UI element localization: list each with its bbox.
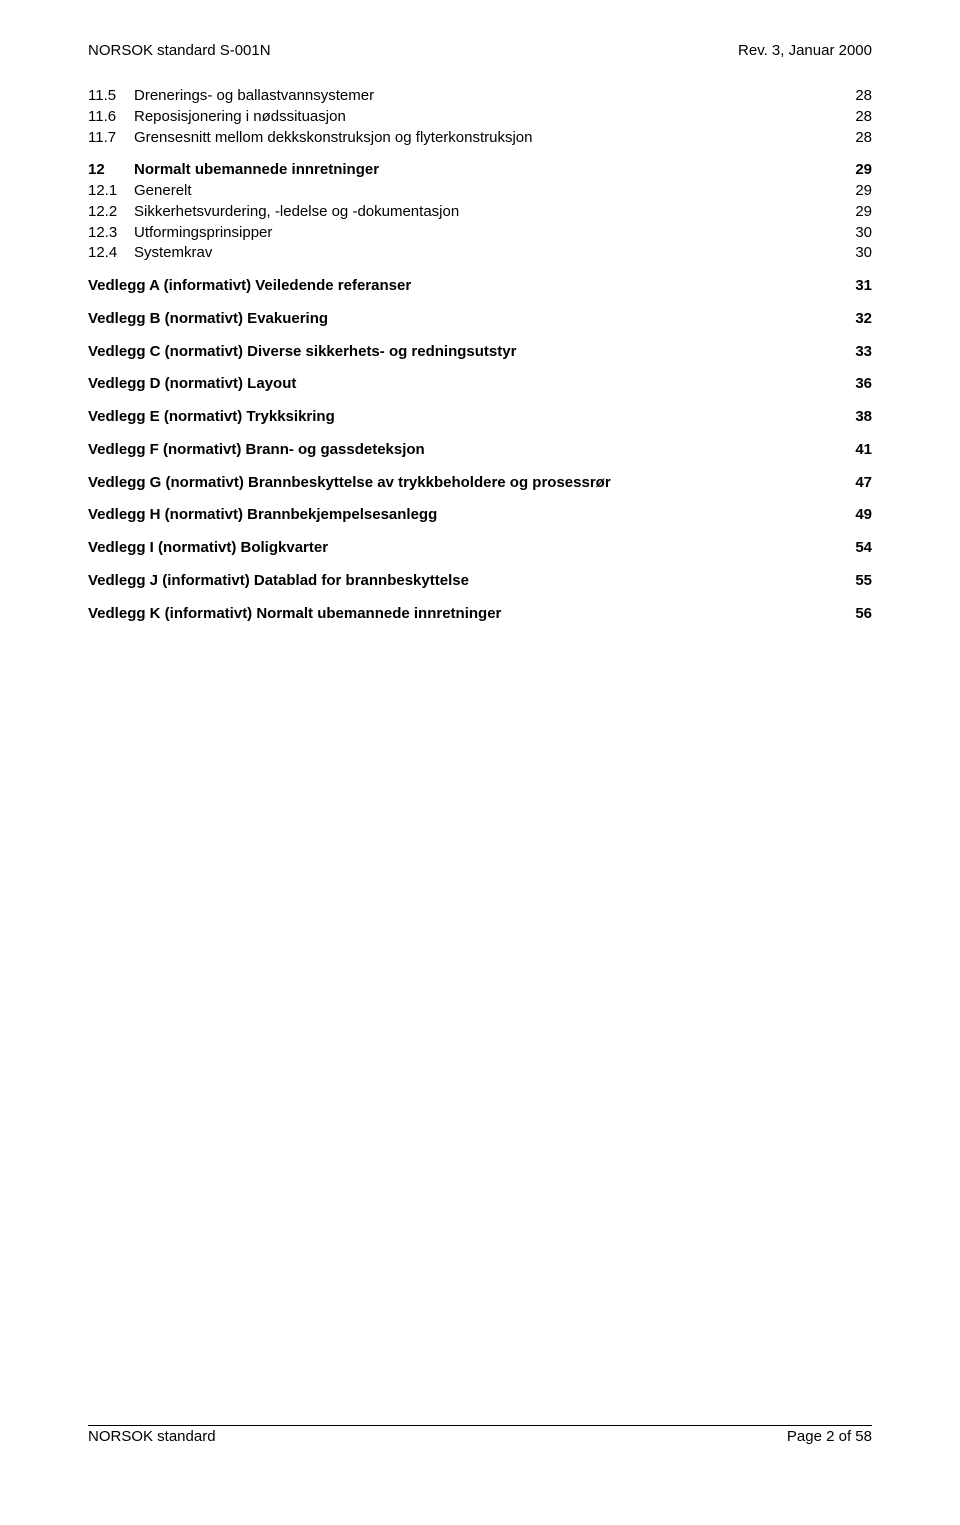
- toc-appendix-title: Vedlegg G (normativt) Brannbeskyttelse a…: [88, 474, 832, 493]
- header-left: NORSOK standard S-001N: [88, 42, 271, 59]
- toc-entry-title: Sikkerhetsvurdering, -ledelse og -dokume…: [134, 203, 832, 222]
- toc-appendix: Vedlegg B (normativt) Evakuering 32: [88, 310, 872, 329]
- toc-section-title: Normalt ubemannede innretninger: [134, 161, 832, 180]
- toc-appendix: Vedlegg C (normativt) Diverse sikkerhets…: [88, 343, 872, 362]
- toc-entry-title: Drenerings- og ballastvannsystemer: [134, 87, 832, 106]
- toc-appendix-title: Vedlegg I (normativt) Boligkvarter: [88, 539, 832, 558]
- toc-appendix: Vedlegg K (informativt) Normalt ubemanne…: [88, 605, 872, 624]
- toc-entry-number: 12.2: [88, 203, 134, 222]
- toc-appendix-title: Vedlegg E (normativt) Trykksikring: [88, 408, 832, 427]
- footer-right: Page 2 of 58: [787, 1428, 872, 1445]
- header-right: Rev. 3, Januar 2000: [738, 42, 872, 59]
- footer-left: NORSOK standard: [88, 1428, 216, 1445]
- toc-appendix-title: Vedlegg J (informativt) Datablad for bra…: [88, 572, 832, 591]
- toc-entry-number: 11.6: [88, 108, 134, 127]
- toc-entry: 12.3 Utformingsprinsipper 30: [88, 224, 872, 243]
- toc-entry-page: 28: [832, 129, 872, 148]
- toc-appendix: Vedlegg A (informativt) Veiledende refer…: [88, 277, 872, 296]
- toc-appendix-page: 49: [832, 506, 872, 525]
- toc-appendix-page: 31: [832, 277, 872, 296]
- toc-entry-page: 28: [832, 108, 872, 127]
- toc-entry: 11.7 Grensesnitt mellom dekkskonstruksjo…: [88, 129, 872, 148]
- toc-entry-page: 30: [832, 224, 872, 243]
- toc-entry-number: 11.5: [88, 87, 134, 106]
- toc-entry: 12.4 Systemkrav 30: [88, 244, 872, 263]
- toc-appendix-title: Vedlegg D (normativt) Layout: [88, 375, 832, 394]
- toc-appendix: Vedlegg J (informativt) Datablad for bra…: [88, 572, 872, 591]
- toc-section-number: 12: [88, 161, 134, 180]
- toc-entry: 12.2 Sikkerhetsvurdering, -ledelse og -d…: [88, 203, 872, 222]
- toc-entry-title: Systemkrav: [134, 244, 832, 263]
- toc-appendix-page: 55: [832, 572, 872, 591]
- toc-entry: 11.6 Reposisjonering i nødssituasjon 28: [88, 108, 872, 127]
- toc-entry-title: Reposisjonering i nødssituasjon: [134, 108, 832, 127]
- toc-appendix: Vedlegg I (normativt) Boligkvarter 54: [88, 539, 872, 558]
- toc-entry-page: 29: [832, 203, 872, 222]
- toc-entry: 12.1 Generelt 29: [88, 182, 872, 201]
- toc-appendix-page: 38: [832, 408, 872, 427]
- toc-entry-page: 29: [832, 182, 872, 201]
- toc-entry-number: 12.1: [88, 182, 134, 201]
- toc-appendix-page: 41: [832, 441, 872, 460]
- toc-entry-title: Grensesnitt mellom dekkskonstruksjon og …: [134, 129, 832, 148]
- toc-entry-page: 30: [832, 244, 872, 263]
- toc-entry-title: Utformingsprinsipper: [134, 224, 832, 243]
- toc-entry-number: 12.3: [88, 224, 134, 243]
- toc-appendix-title: Vedlegg C (normativt) Diverse sikkerhets…: [88, 343, 832, 362]
- toc-section-page: 29: [832, 161, 872, 180]
- toc-entry-title: Generelt: [134, 182, 832, 201]
- toc-appendix-page: 36: [832, 375, 872, 394]
- toc-appendix-title: Vedlegg F (normativt) Brann- og gassdete…: [88, 441, 832, 460]
- toc-appendix-title: Vedlegg B (normativt) Evakuering: [88, 310, 832, 329]
- toc-section: 12 Normalt ubemannede innretninger 29: [88, 161, 872, 180]
- table-of-contents: 11.5 Drenerings- og ballastvannsystemer …: [88, 87, 872, 623]
- toc-appendix-page: 47: [832, 474, 872, 493]
- toc-appendix: Vedlegg D (normativt) Layout 36: [88, 375, 872, 394]
- toc-appendix-page: 56: [832, 605, 872, 624]
- toc-appendix: Vedlegg E (normativt) Trykksikring 38: [88, 408, 872, 427]
- toc-appendix-page: 33: [832, 343, 872, 362]
- toc-appendix-page: 32: [832, 310, 872, 329]
- toc-appendix-title: Vedlegg A (informativt) Veiledende refer…: [88, 277, 832, 296]
- toc-appendix: Vedlegg F (normativt) Brann- og gassdete…: [88, 441, 872, 460]
- toc-appendix: Vedlegg G (normativt) Brannbeskyttelse a…: [88, 474, 872, 493]
- toc-appendix: Vedlegg H (normativt) Brannbekjempelsesa…: [88, 506, 872, 525]
- toc-entry-number: 12.4: [88, 244, 134, 263]
- toc-entry-page: 28: [832, 87, 872, 106]
- toc-appendix-title: Vedlegg K (informativt) Normalt ubemanne…: [88, 605, 832, 624]
- toc-entry: 11.5 Drenerings- og ballastvannsystemer …: [88, 87, 872, 106]
- page-footer: NORSOK standard Page 2 of 58: [88, 1425, 872, 1445]
- toc-appendix-page: 54: [832, 539, 872, 558]
- toc-entry-number: 11.7: [88, 129, 134, 148]
- toc-appendix-title: Vedlegg H (normativt) Brannbekjempelsesa…: [88, 506, 832, 525]
- page: NORSOK standard S-001N Rev. 3, Januar 20…: [0, 0, 960, 1525]
- page-header: NORSOK standard S-001N Rev. 3, Januar 20…: [88, 42, 872, 59]
